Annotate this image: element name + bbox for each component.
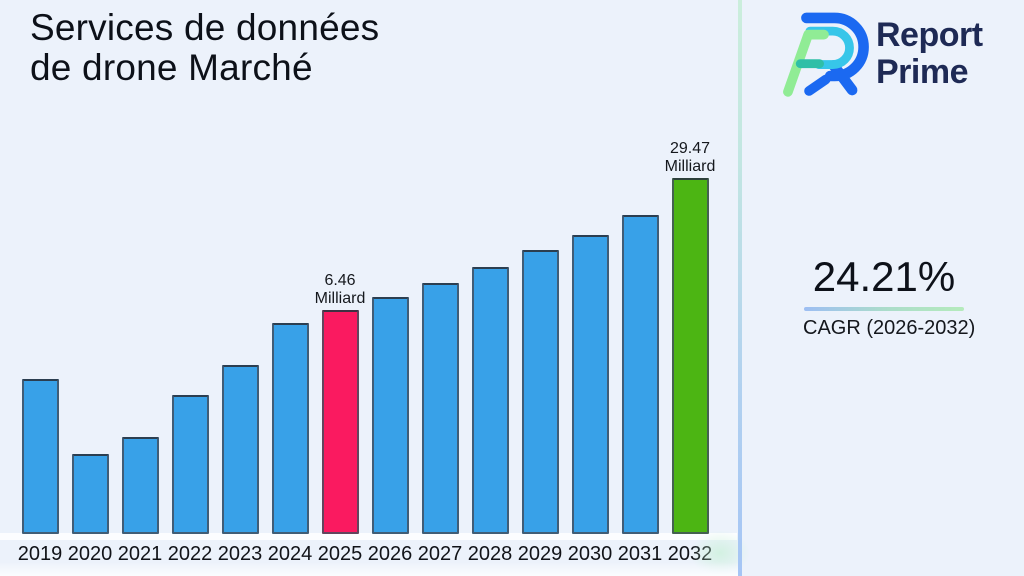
bar-value-label-2025: 6.46 Milliard: [315, 272, 366, 307]
bar-cell-2025: 6.46 Milliard 2025: [315, 0, 366, 576]
bar-value-number: 6.46: [324, 272, 356, 289]
x-axis-line: [0, 533, 737, 540]
x-tick-label-2030: 2030: [567, 543, 613, 565]
bar-2032: [671, 178, 709, 534]
bar-cell-2020: 2020: [65, 0, 115, 576]
cagr-value: 24.21%: [812, 253, 956, 300]
x-tick-label-2028: 2028: [467, 543, 513, 565]
report-prime-logo-icon: [783, 12, 869, 97]
cagr-underline: [804, 307, 964, 311]
bar-cell-2026: 2026: [365, 0, 415, 576]
bar-cell-2023: 2023: [215, 0, 265, 576]
x-tick-label-2022: 2022: [167, 543, 213, 565]
bar-2022: [171, 395, 209, 534]
bar-value-unit: Milliard: [314, 289, 366, 307]
bar-cell-2031: 2031: [615, 0, 665, 576]
bar-2027: [421, 283, 459, 534]
page-title: Services de données de drone Marché: [30, 8, 379, 88]
cagr-label: CAGR (2026-2032): [803, 317, 976, 339]
x-tick-label-2027: 2027: [417, 543, 463, 565]
brand-name: Report Prime: [876, 17, 983, 91]
x-tick-label-2031: 2031: [617, 543, 663, 565]
bar-2021: [121, 437, 159, 534]
x-tick-label-2025: 2025: [317, 543, 363, 565]
bar-value-unit: Milliard: [664, 157, 716, 175]
bar-cell-2030: 2030: [565, 0, 615, 576]
x-tick-label-2019: 2019: [17, 543, 63, 565]
x-tick-label-2024: 2024: [267, 543, 313, 565]
bar-value-number: 29.47: [669, 140, 711, 157]
bar-cell-2019: 2019: [15, 0, 65, 576]
bar-2019: [21, 379, 59, 534]
x-tick-label-2020: 2020: [67, 543, 113, 565]
title-line2: de drone Marché: [30, 47, 313, 88]
bar-cell-2029: 2029: [515, 0, 565, 576]
brand-name-line2: Prime: [876, 53, 968, 91]
bar-cell-2027: 2027: [415, 0, 465, 576]
cagr-block: 24.21% CAGR (2026-2032): [803, 253, 976, 340]
brand-name-line1: Report: [876, 16, 983, 54]
title-line1: Services de données: [30, 7, 380, 48]
brand-logo: Report Prime: [778, 10, 983, 98]
bar-2020: [71, 454, 109, 534]
x-tick-label-2026: 2026: [367, 543, 413, 565]
bar-cell-2024: 2024: [265, 0, 315, 576]
decorative-bottom-fade: [0, 562, 740, 576]
bar-2024: [271, 323, 309, 534]
bar-cell-2021: 2021: [115, 0, 165, 576]
bar-cell-2028: 2028: [465, 0, 515, 576]
bar-value-label-2032: 29.47 Milliard: [665, 140, 716, 175]
side-panel: Report Prime 24.21% CAGR (2026-2032): [742, 0, 1024, 576]
panel-divider: [738, 0, 742, 576]
bar-cell-2022: 2022: [165, 0, 215, 576]
bar-chart: 2019 2020 2021 2022 2023 2024 6.46 Milliard 2025…: [15, 0, 716, 576]
bar-2026: [371, 297, 409, 534]
bar-2023: [221, 365, 259, 534]
bar-2025: [321, 310, 359, 534]
bar-2031: [621, 215, 659, 534]
bar-2029: [521, 250, 559, 534]
bar-2030: [571, 235, 609, 534]
x-tick-label-2021: 2021: [117, 543, 163, 565]
bar-cell-2032: 29.47Milliard2032: [665, 0, 716, 576]
x-tick-label-2029: 2029: [517, 543, 563, 565]
bar-2028: [471, 267, 509, 534]
x-tick-label-2023: 2023: [217, 543, 263, 565]
